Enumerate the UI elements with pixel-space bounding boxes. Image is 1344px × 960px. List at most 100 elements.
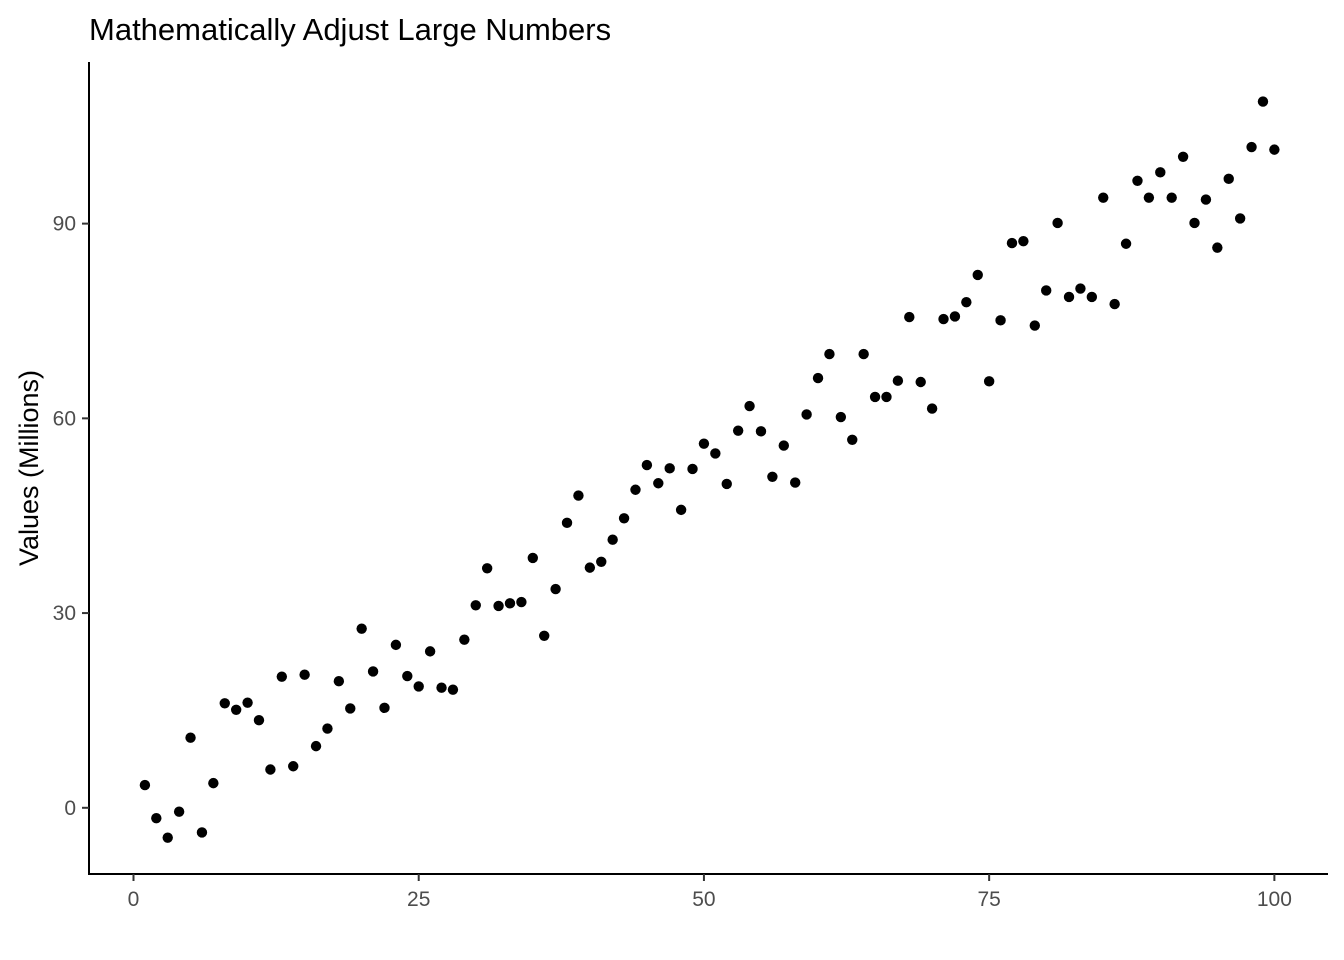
- data-point: [253, 714, 265, 726]
- y-tick-label: 30: [53, 602, 76, 625]
- data-point: [721, 478, 732, 490]
- y-tick-label: 60: [53, 407, 76, 430]
- data-point: [1018, 235, 1029, 247]
- data-point: [1212, 242, 1223, 253]
- data-point: [185, 732, 196, 743]
- y-tick-label: 90: [53, 213, 76, 236]
- data-point: [1155, 167, 1166, 178]
- data-point: [162, 832, 173, 843]
- data-point: [1006, 237, 1018, 249]
- data-point: [835, 411, 847, 423]
- data-point: [664, 463, 675, 474]
- data-point: [356, 623, 367, 634]
- data-point: [1098, 192, 1109, 203]
- data-point: [1189, 217, 1200, 229]
- data-point: [687, 463, 698, 475]
- y-axis-label: Values (Millions): [14, 370, 44, 566]
- data-point: [812, 372, 824, 384]
- axis-ticks: 0 25 50 75 100 0 30 60 90: [53, 213, 1292, 911]
- y-tick-label: 0: [64, 797, 76, 820]
- data-point: [436, 682, 447, 693]
- data-point: [915, 376, 926, 388]
- data-point: [961, 296, 972, 308]
- data-point: [949, 311, 961, 322]
- x-tick-label: 0: [128, 888, 140, 911]
- x-tick-label: 75: [977, 888, 1000, 911]
- data-point: [732, 425, 744, 436]
- data-point: [288, 761, 299, 772]
- data-point: [424, 646, 436, 657]
- data-point: [641, 459, 653, 471]
- data-point: [299, 669, 310, 680]
- data-point: [1063, 291, 1075, 303]
- data-point: [744, 400, 755, 412]
- data-point: [630, 484, 641, 495]
- data-point: [322, 723, 333, 734]
- data-point: [607, 534, 618, 545]
- data-point: [230, 704, 242, 715]
- data-point: [1143, 192, 1155, 203]
- data-point: [983, 376, 995, 387]
- data-point: [265, 764, 276, 775]
- data-point: [1086, 291, 1098, 303]
- data-point: [379, 702, 390, 714]
- data-point: [390, 639, 402, 651]
- data-point: [1120, 238, 1132, 249]
- data-point: [710, 448, 721, 459]
- x-tick-label: 25: [407, 888, 430, 911]
- data-point: [938, 313, 949, 325]
- data-point: [345, 703, 356, 714]
- data-point: [173, 806, 185, 817]
- data-point: [1200, 194, 1212, 205]
- chart-title: Mathematically Adjust Large Numbers: [89, 12, 611, 47]
- data-point: [790, 477, 801, 488]
- data-point: [618, 513, 630, 524]
- data-point: [1041, 285, 1052, 296]
- data-point: [778, 440, 789, 451]
- data-point: [527, 552, 539, 564]
- data-point: [504, 598, 516, 609]
- data-point: [310, 740, 322, 752]
- data-point: [196, 827, 208, 838]
- x-tick-label: 50: [692, 888, 715, 911]
- data-point: [972, 269, 983, 281]
- data-point: [402, 670, 413, 682]
- data-point: [1132, 175, 1143, 186]
- data-point: [139, 779, 151, 791]
- data-point: [1246, 141, 1257, 153]
- data-point: [926, 403, 938, 414]
- data-point: [1234, 213, 1246, 224]
- data-point: [1269, 144, 1280, 155]
- data-point: [550, 583, 561, 595]
- data-point: [367, 666, 379, 677]
- data-point: [904, 311, 915, 323]
- data-point: [755, 426, 767, 437]
- data-point: [995, 315, 1006, 326]
- data-point: [459, 634, 470, 645]
- data-point: [892, 375, 904, 386]
- data-point: [561, 517, 573, 529]
- data-point: [1166, 192, 1177, 203]
- data-point: [1109, 298, 1120, 310]
- data-point: [151, 812, 162, 824]
- data-point: [675, 504, 687, 516]
- data-point: [1257, 96, 1269, 107]
- x-tick-label: 100: [1257, 888, 1292, 911]
- data-point: [584, 562, 596, 573]
- data-point: [767, 471, 778, 482]
- data-point: [881, 391, 892, 403]
- data-point: [1029, 320, 1040, 331]
- data-point: [516, 596, 527, 608]
- data-point: [801, 409, 812, 420]
- data-point: [1177, 151, 1189, 162]
- data-point: [447, 684, 459, 695]
- data-point: [858, 348, 869, 360]
- data-point: [539, 630, 550, 641]
- data-point: [824, 348, 835, 360]
- data-point: [847, 434, 858, 445]
- data-point: [481, 563, 493, 574]
- data-point: [1223, 173, 1234, 185]
- data-point: [413, 681, 424, 692]
- data-point: [596, 556, 607, 567]
